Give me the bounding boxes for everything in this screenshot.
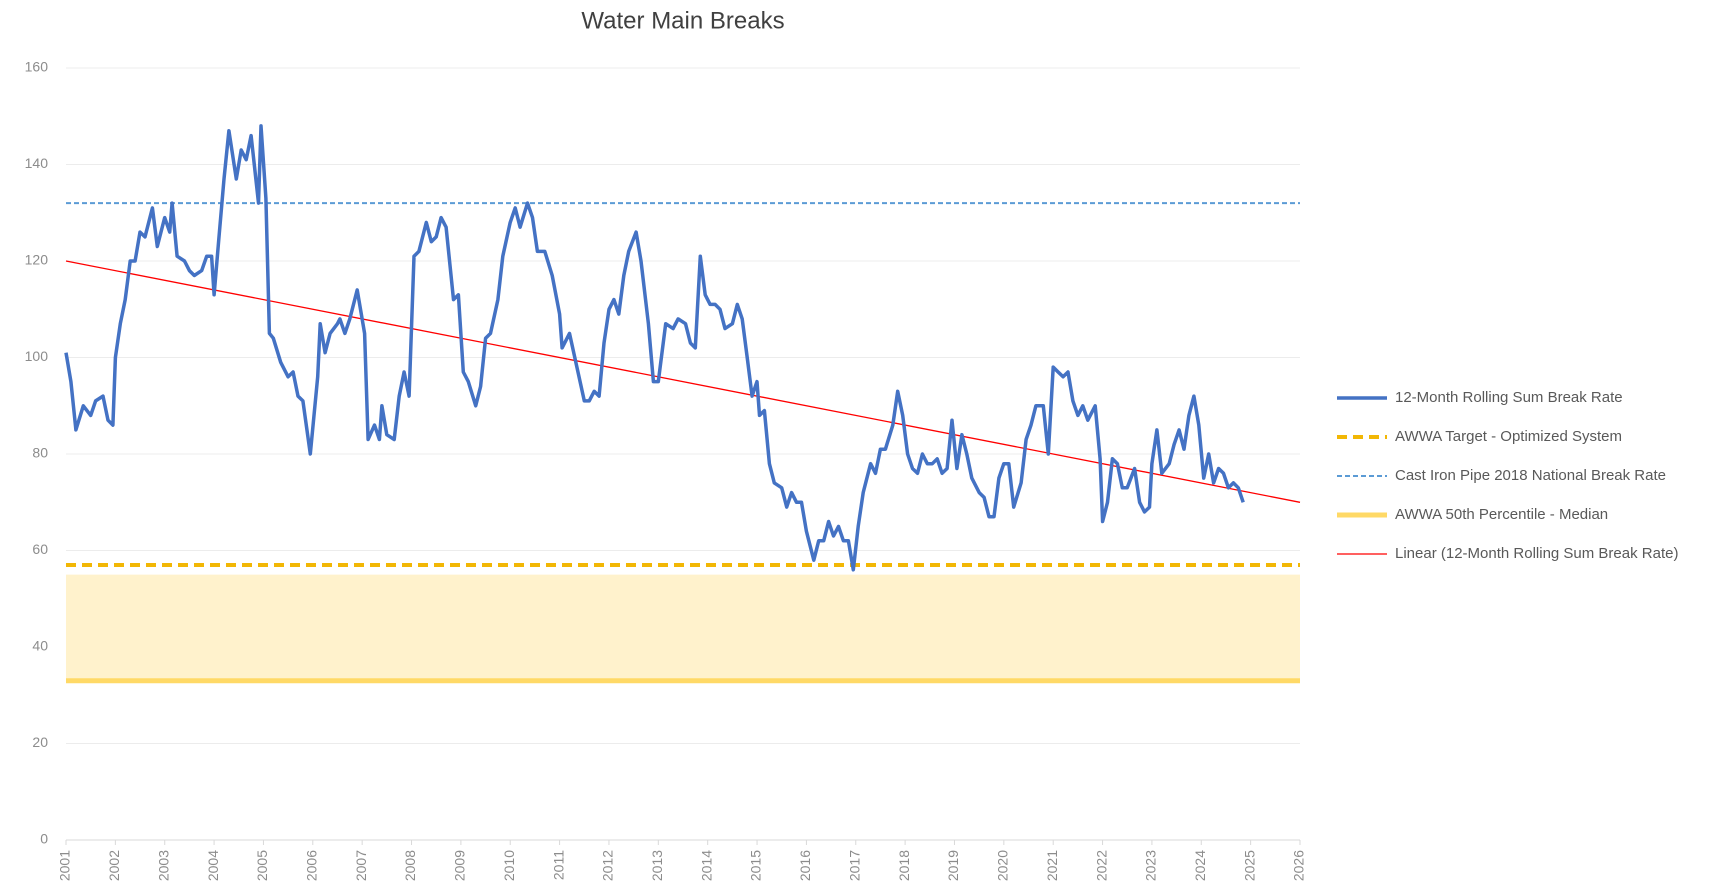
x-tick-label: 2018 bbox=[896, 850, 912, 881]
y-tick-label: 160 bbox=[25, 59, 49, 75]
x-tick-label: 2010 bbox=[501, 850, 517, 881]
x-tick-label: 2001 bbox=[57, 850, 73, 881]
series-line bbox=[64, 124, 1245, 572]
x-tick-label: 2023 bbox=[1143, 850, 1159, 881]
x-tick-label: 2022 bbox=[1093, 850, 1109, 881]
series-line bbox=[65, 260, 1301, 503]
x-tick-label: 2006 bbox=[304, 850, 320, 881]
x-tick-label: 2014 bbox=[698, 850, 714, 881]
x-tick-label: 2005 bbox=[254, 850, 270, 881]
y-tick-label: 120 bbox=[25, 252, 49, 268]
x-tick-label: 2009 bbox=[452, 850, 468, 881]
x-tick-label: 2013 bbox=[649, 850, 665, 881]
x-tick-label: 2017 bbox=[846, 850, 862, 881]
y-tick-label: 80 bbox=[32, 445, 48, 461]
x-tick-label: 2012 bbox=[600, 850, 616, 881]
chart-title: Water Main Breaks bbox=[581, 7, 784, 34]
y-tick-label: 20 bbox=[32, 734, 48, 750]
x-tick-label: 2026 bbox=[1291, 850, 1307, 881]
x-tick-label: 2021 bbox=[1044, 850, 1060, 881]
x-tick-label: 2004 bbox=[205, 850, 221, 881]
legend-label: Linear (12-Month Rolling Sum Break Rate) bbox=[1395, 545, 1678, 562]
legend-label: AWWA Target - Optimized System bbox=[1395, 428, 1622, 445]
y-tick-label: 60 bbox=[32, 541, 48, 557]
x-tick-label: 2002 bbox=[106, 850, 122, 881]
x-tick-label: 2024 bbox=[1192, 850, 1208, 881]
x-tick-label: 2007 bbox=[353, 850, 369, 881]
legend-label: Cast Iron Pipe 2018 National Break Rate bbox=[1395, 467, 1666, 484]
y-tick-label: 140 bbox=[25, 155, 49, 171]
x-tick-label: 2025 bbox=[1241, 850, 1257, 881]
legend-label: 12-Month Rolling Sum Break Rate bbox=[1395, 389, 1623, 406]
x-tick-label: 2016 bbox=[797, 850, 813, 881]
y-tick-label: 0 bbox=[40, 831, 48, 847]
y-tick-label: 100 bbox=[25, 348, 49, 364]
y-tick-label: 40 bbox=[32, 638, 48, 654]
x-tick-label: 2011 bbox=[550, 850, 566, 880]
x-tick-label: 2008 bbox=[402, 850, 418, 881]
x-tick-label: 2020 bbox=[995, 850, 1011, 881]
x-tick-label: 2003 bbox=[155, 850, 171, 881]
shaded-band bbox=[66, 574, 1300, 681]
x-tick-label: 2019 bbox=[945, 850, 961, 881]
x-tick-label: 2015 bbox=[748, 850, 764, 881]
legend-label: AWWA 50th Percentile - Median bbox=[1395, 506, 1608, 523]
